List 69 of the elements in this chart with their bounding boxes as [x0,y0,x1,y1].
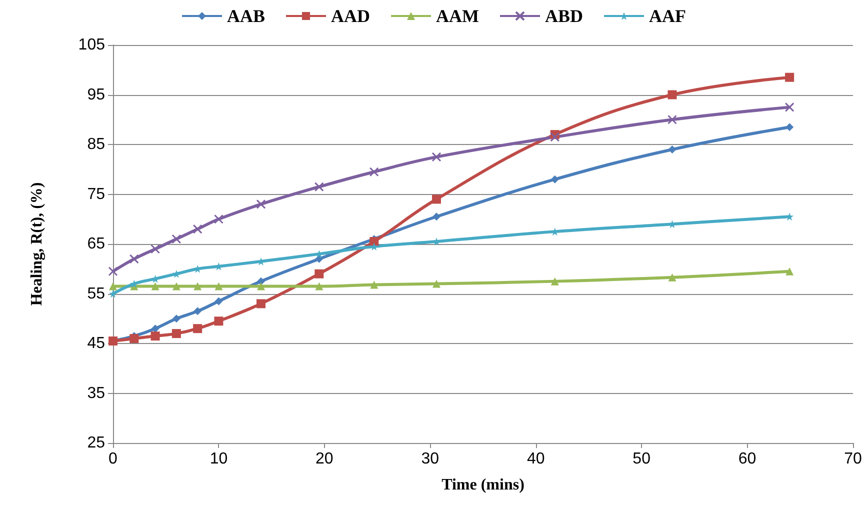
point [369,167,379,177]
point [194,307,202,316]
point [193,324,202,334]
point [150,244,160,254]
point [786,123,794,132]
point [550,175,559,184]
point [784,102,794,112]
legend-label: AAF [649,6,686,26]
y-tick-label: 95 [87,86,106,104]
point [432,280,440,288]
y-tick-label: 85 [87,136,106,153]
point [214,316,224,326]
point [192,224,202,234]
point [668,90,677,100]
y-tick-label: 25 [87,434,106,452]
point [314,182,324,192]
y-tick-label: 55 [87,285,106,302]
point [786,267,794,276]
point [314,269,324,278]
y-tick-label: 45 [87,335,106,352]
point [668,145,676,154]
point [315,282,324,290]
point [370,237,379,246]
x-tick-label: 20 [316,450,334,468]
point [432,152,442,162]
point [785,72,794,82]
point [214,214,224,224]
point [550,277,559,286]
point [130,334,139,344]
point [214,282,223,290]
point [109,282,117,290]
point [257,277,265,286]
x-tick-label: 0 [108,450,118,468]
point [129,254,139,264]
legend-label: AAM [436,6,480,26]
x-tick-label: 50 [632,450,651,468]
point [432,212,440,221]
y-tick-label: 35 [87,384,106,402]
x-tick-label: 10 [210,450,228,468]
legend-label: AAB [227,6,266,26]
point [194,282,202,290]
point [108,266,118,276]
y-axis-title: Healing, R(t), (%) [28,182,46,306]
point [151,282,160,290]
x-tick-label: 30 [421,450,440,468]
y-tick-label: 65 [87,236,106,252]
x-tick-label: 60 [738,450,756,468]
legend-label: AAD [331,6,370,26]
x-axis-title: Time (mins) [442,476,524,494]
point [370,242,378,250]
point [668,273,676,282]
point [256,299,266,308]
point [370,280,378,289]
point [214,297,223,306]
point [432,194,441,204]
y-tick-label: 105 [78,36,106,54]
legend-label: ABD [544,6,584,26]
point [256,199,266,209]
point [172,314,180,323]
point [550,132,560,142]
point [172,282,180,290]
x-tick-label: 40 [526,450,545,468]
point [150,332,160,341]
point [667,114,677,124]
point [257,282,265,290]
point [151,324,160,333]
y-tick-label: 75 [87,186,106,203]
point [172,329,181,338]
x-tick-label: 70 [844,450,862,468]
